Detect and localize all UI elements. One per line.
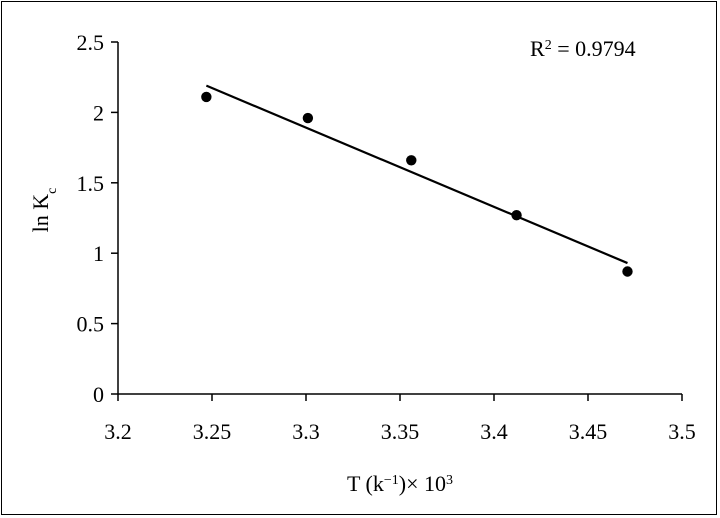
x-axis-title-close: ) — [399, 471, 406, 496]
data-point — [622, 266, 633, 277]
x-axis-title: T (k−1)× 103 — [347, 471, 453, 496]
x-tick-label: 3.45 — [569, 419, 608, 444]
r-squared-value: = 0.9794 — [552, 36, 636, 61]
x-tick-label: 3.2 — [104, 419, 132, 444]
data-point — [201, 91, 212, 103]
y-axis-title: ln Kc — [28, 188, 60, 233]
x-ticks: 3.2 3.25 3.3 3.35 3.4 3.45 3.5 — [104, 394, 696, 444]
y-tick-label: 1.5 — [77, 171, 105, 196]
y-tick-label: 2 — [93, 100, 104, 125]
y-tick-label: 0 — [93, 382, 104, 407]
y-tick-label: 2.5 — [77, 30, 105, 55]
y-tick-label: 1 — [93, 241, 104, 266]
data-point — [406, 155, 417, 166]
trendline-group — [205, 84, 628, 265]
y-tick-label: 0.5 — [77, 312, 105, 337]
y-axis-title-base: ln K — [28, 194, 53, 233]
r-squared-exponent: 2 — [545, 38, 552, 53]
x-tick-label: 3.4 — [480, 419, 508, 444]
x-axis-title-base: T (k — [347, 471, 384, 496]
data-points — [201, 91, 633, 277]
x-axis-title-times-exponent: 3 — [446, 473, 453, 488]
x-tick-label: 3.35 — [381, 419, 420, 444]
trendline — [205, 84, 628, 265]
x-axis-title-times: × 10 — [406, 471, 446, 496]
y-ticks: 0 0.5 1 1.5 2 2.5 — [77, 30, 118, 407]
y-axis-title-subscript: c — [45, 188, 60, 194]
x-tick-label: 3.5 — [668, 419, 696, 444]
r-squared-annotation: R2 = 0.9794 — [530, 36, 636, 61]
r-squared-base: R — [530, 36, 545, 61]
x-axis-title-exponent: −1 — [384, 473, 399, 488]
x-tick-label: 3.3 — [292, 419, 320, 444]
data-point — [302, 112, 314, 124]
x-tick-label: 3.25 — [193, 419, 232, 444]
